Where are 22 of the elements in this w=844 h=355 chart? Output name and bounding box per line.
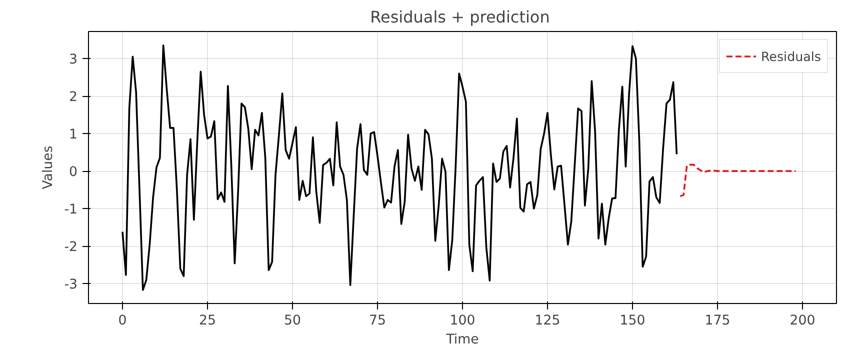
x-tick-label: 25 bbox=[199, 314, 216, 328]
y-tick-label: 2 bbox=[69, 90, 78, 106]
x-tick-label: 75 bbox=[369, 314, 386, 328]
y-tick-label: 0 bbox=[69, 165, 78, 180]
y-tick-label: 1 bbox=[69, 128, 78, 143]
x-tick-label: 200 bbox=[790, 314, 816, 328]
line-series bbox=[679, 164, 797, 198]
chart-title: Residuals + prediction bbox=[370, 8, 550, 26]
legend-label: Residuals bbox=[760, 48, 821, 64]
y-tick-label: 3 bbox=[69, 52, 78, 68]
x-tick-label: 50 bbox=[284, 314, 301, 328]
y-tick-label: -2 bbox=[64, 240, 78, 256]
line-series bbox=[122, 44, 678, 291]
x-tick-label: 150 bbox=[620, 314, 646, 328]
x-tick-label: 125 bbox=[534, 314, 560, 328]
x-axis-title: Time bbox=[445, 332, 479, 348]
y-tick-label: -3 bbox=[64, 278, 78, 293]
x-tick-label: 0 bbox=[118, 314, 127, 328]
x-tick-label: 175 bbox=[704, 314, 730, 328]
y-axis-title: Values bbox=[41, 146, 56, 190]
y-tick-label: -1 bbox=[64, 202, 78, 218]
x-tick-label: 100 bbox=[450, 314, 476, 328]
